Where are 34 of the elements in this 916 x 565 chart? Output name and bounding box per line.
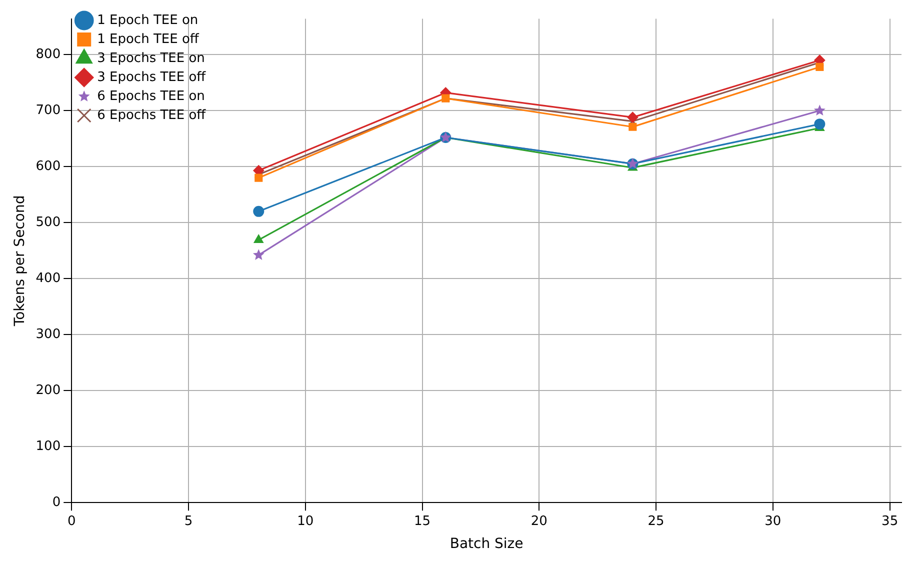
- y-tick-label: 700: [36, 103, 61, 118]
- y-tick-label: 300: [36, 326, 61, 342]
- legend-label: 1 Epoch TEE on: [97, 12, 198, 28]
- x-tick-label: 25: [648, 514, 664, 529]
- y-tick-label: 0: [52, 494, 61, 510]
- point: [814, 118, 826, 130]
- legend-label: 1 Epoch TEE off: [97, 32, 200, 47]
- y-tick-label: 500: [36, 215, 61, 230]
- legend-label: 6 Epochs TEE off: [97, 108, 207, 123]
- y-tick-label: 200: [36, 382, 61, 398]
- point: [254, 174, 263, 182]
- y-tick-label: 100: [36, 438, 61, 454]
- point: [253, 206, 264, 217]
- point: [628, 122, 637, 131]
- x-tick-label: 20: [530, 514, 548, 529]
- point: [814, 104, 826, 116]
- legend-label: 3 Epochs TEE off: [97, 70, 207, 85]
- legend-label: 6 Epochs TEE on: [97, 88, 205, 104]
- x-tick-label: 5: [184, 514, 193, 529]
- point: [627, 112, 638, 123]
- x-tick-label: 0: [67, 514, 76, 529]
- y-axis-title: Tokens per Second: [12, 195, 28, 328]
- y-tick-label: 800: [36, 47, 61, 62]
- point: [816, 62, 824, 71]
- point: [254, 234, 264, 243]
- y-tick-label: 400: [36, 270, 61, 286]
- point: [252, 249, 264, 260]
- x-axis-title: Batch Size: [450, 536, 524, 552]
- x-tick-label: 10: [297, 514, 314, 529]
- x-tick-label: 30: [764, 514, 782, 529]
- x-tick-label: 15: [414, 514, 431, 529]
- legend-label: 3 Epochs TEE on: [97, 50, 205, 66]
- x-tick-label: 35: [882, 514, 898, 529]
- y-tick-label: 600: [36, 159, 61, 174]
